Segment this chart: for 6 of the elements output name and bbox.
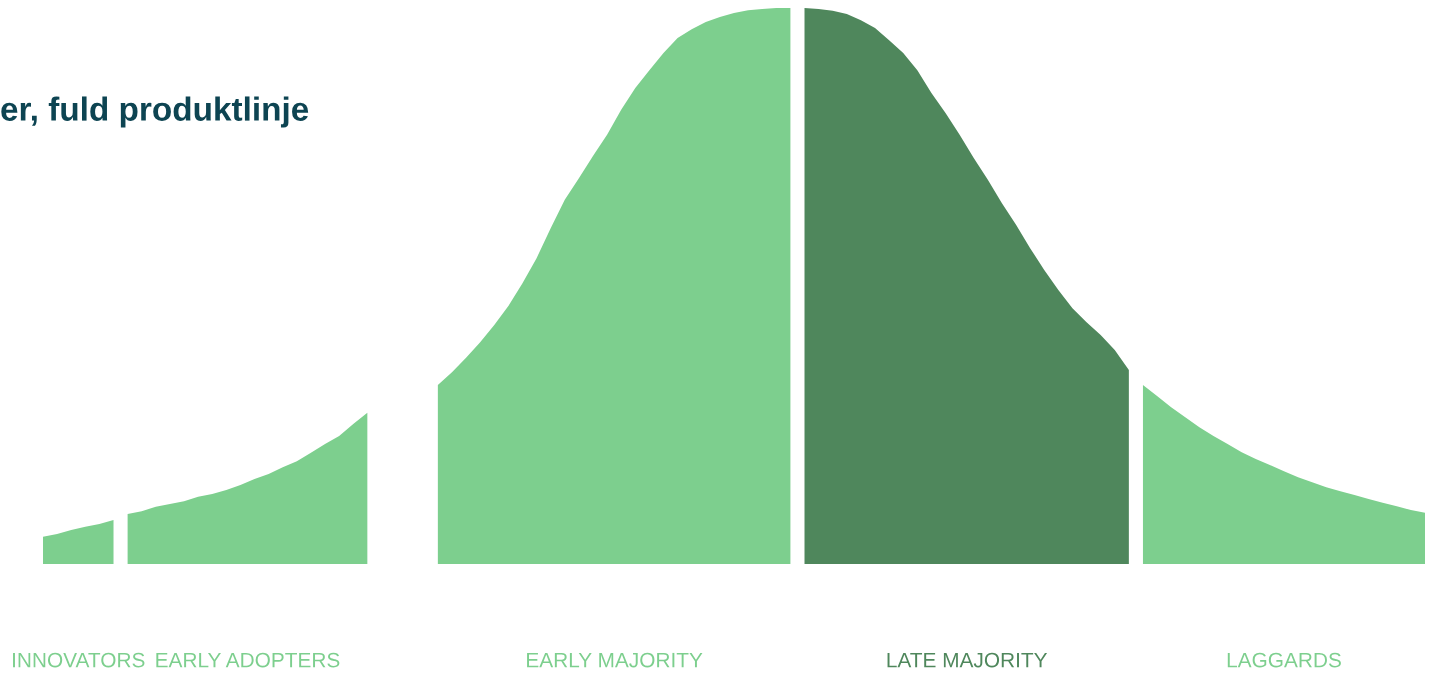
text: LAGGARDS [1227,652,1341,668]
text: EARLY MAJORITY [527,652,703,668]
text: er, fuld produktlinje [1,96,309,128]
text: LATE MAJORITY [887,652,1048,668]
text: INNOVATORS [13,652,145,668]
text: EARLY ADOPTERS [156,652,340,668]
